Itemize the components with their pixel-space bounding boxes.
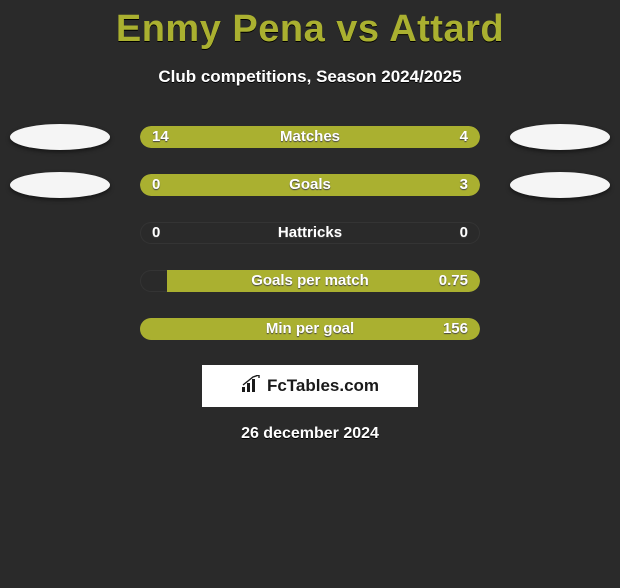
stat-bar: 0.75Goals per match — [140, 270, 480, 292]
comparison-row: 144Matches — [0, 125, 620, 149]
stat-value-right: 0 — [460, 222, 468, 244]
comparison-row: 0 0Hattricks — [0, 221, 620, 245]
stat-bar-left-segment — [140, 174, 198, 196]
stat-bar-right-segment — [395, 126, 480, 148]
page-title: Enmy Pena vs Attard — [0, 8, 620, 51]
stat-bar: 03Goals — [140, 174, 480, 196]
player-right-marker — [510, 124, 610, 150]
stat-bar-right-segment — [140, 318, 480, 340]
stat-bar-left-segment — [140, 126, 395, 148]
stat-label: Hattricks — [140, 222, 480, 244]
stat-bar-right-segment — [198, 174, 480, 196]
stat-value-left: 0 — [152, 222, 160, 244]
stat-bar: 0 0Hattricks — [140, 222, 480, 244]
comparison-row: 156Min per goal — [0, 317, 620, 341]
brand-badge: FcTables.com — [202, 365, 418, 407]
stat-bar: 144Matches — [140, 126, 480, 148]
subtitle: Club competitions, Season 2024/2025 — [0, 67, 620, 87]
comparison-rows: 144Matches 03Goals 0 0Hattricks 0.75Goals pe… — [0, 125, 620, 341]
brand-text: FcTables.com — [267, 376, 379, 396]
chart-icon — [241, 375, 261, 398]
player-left-marker — [10, 124, 110, 150]
player-left-marker — [10, 172, 110, 198]
stat-bar-right-segment — [167, 270, 480, 292]
comparison-row: 0.75Goals per match — [0, 269, 620, 293]
comparison-row: 03Goals — [0, 173, 620, 197]
stat-bar: 156Min per goal — [140, 318, 480, 340]
player-right-marker — [510, 172, 610, 198]
date-text: 26 december 2024 — [0, 425, 620, 443]
